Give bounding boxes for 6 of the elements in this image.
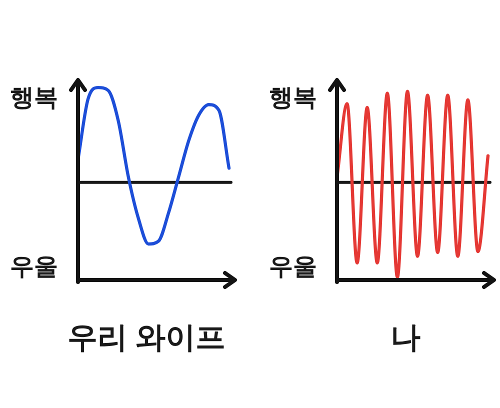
- text: 우울: [10, 254, 58, 280]
- x-axis-title: 나: [390, 322, 420, 354]
- x-axis-title: 우리 와이프: [67, 322, 226, 354]
- text: 행복: [269, 84, 317, 112]
- text: 우울: [269, 254, 317, 280]
- text: 행복: [10, 84, 58, 112]
